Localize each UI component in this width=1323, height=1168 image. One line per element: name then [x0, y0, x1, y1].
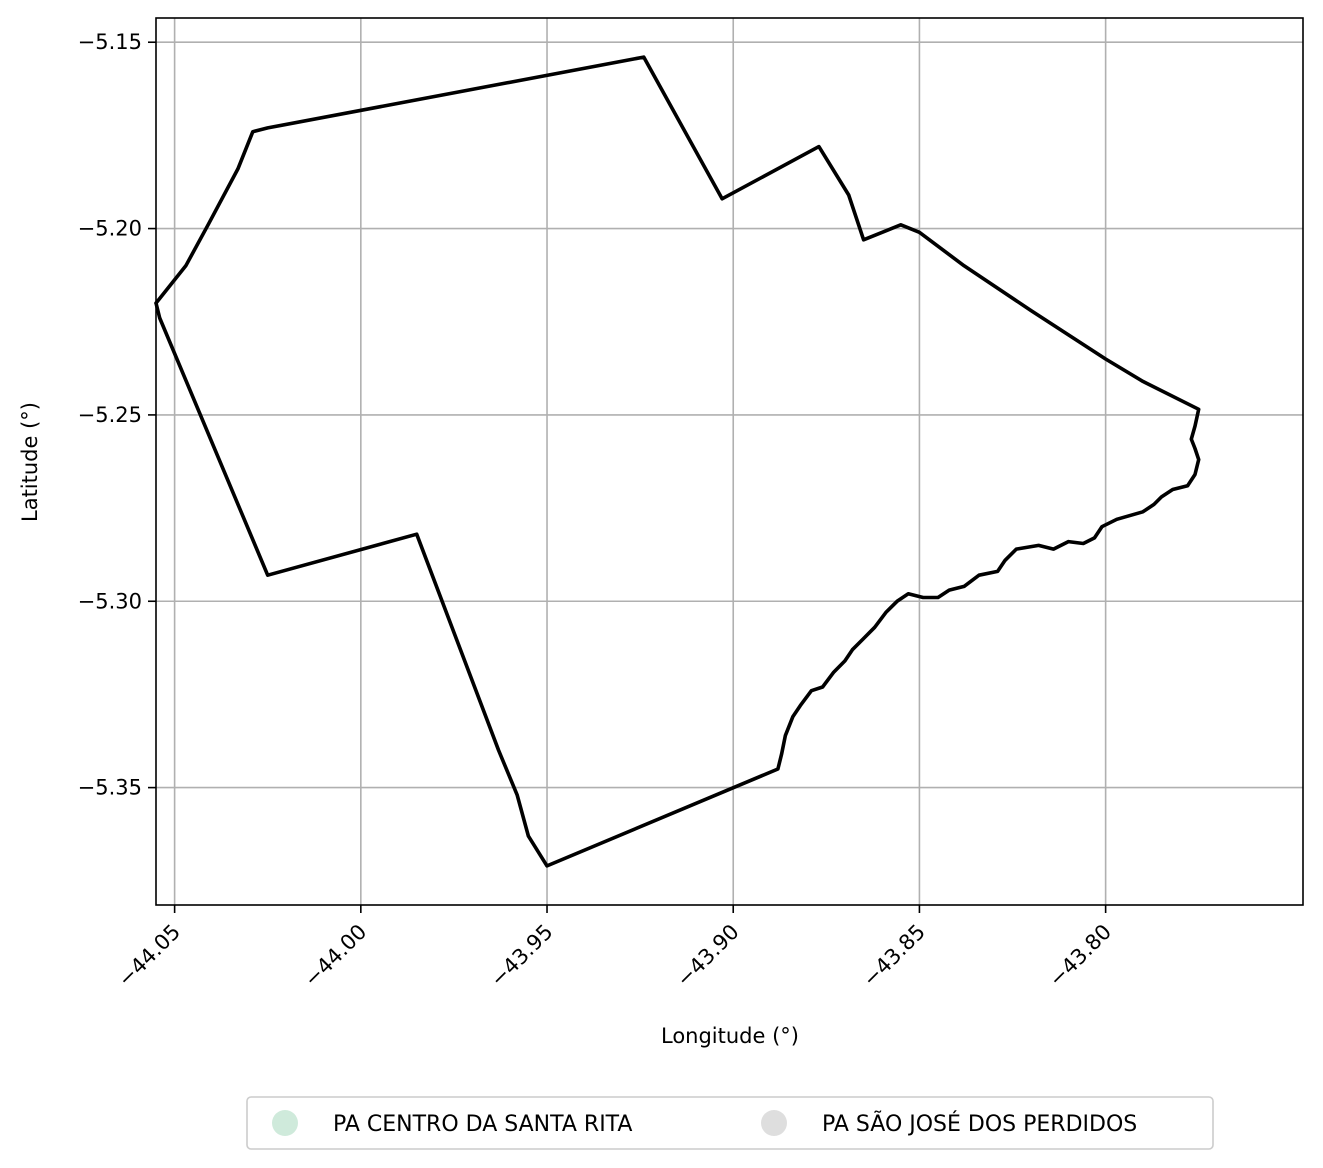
x-tick-label: −43.90 — [672, 920, 744, 992]
x-tick-label: −44.05 — [113, 920, 185, 992]
y-tick-label: −5.15 — [78, 30, 142, 54]
x-tick-label: −43.95 — [486, 920, 558, 992]
legend-swatch-sao-jose-dos-perdidos — [761, 1110, 787, 1136]
grid-lines — [156, 18, 1303, 905]
x-axis-label: Longitude (°) — [661, 1024, 799, 1048]
settlement-boundary-line — [154, 55, 1201, 868]
y-axis-label: Latitude (°) — [18, 402, 42, 522]
legend-label-centro-da-santa-rita: PA CENTRO DA SANTA RITA — [333, 1112, 632, 1137]
y-tick-label: −5.35 — [78, 776, 142, 800]
boundary-layer — [154, 55, 1201, 868]
y-axis-ticks: −5.15 −5.20 −5.25 −5.30 −5.35 — [78, 30, 156, 800]
y-tick-label: −5.20 — [78, 217, 142, 241]
legend: PA CENTRO DA SANTA RITA PA SÃO JOSÉ DOS … — [246, 1096, 1214, 1150]
legend-frame — [246, 1096, 1214, 1150]
x-tick-label: −43.80 — [1044, 920, 1116, 992]
x-axis-ticks: −44.05 −44.00 −43.95 −43.90 −43.85 −43.80 — [113, 905, 1116, 991]
y-tick-label: −5.30 — [78, 589, 142, 613]
legend-label-sao-jose-dos-perdidos: PA SÃO JOSÉ DOS PERDIDOS — [822, 1110, 1137, 1137]
legend-swatch-centro-da-santa-rita — [272, 1110, 298, 1136]
x-tick-label: −43.85 — [858, 920, 930, 992]
x-tick-label: −44.00 — [299, 920, 371, 992]
plot-frame — [155, 17, 1304, 906]
y-tick-label: −5.25 — [78, 403, 142, 427]
